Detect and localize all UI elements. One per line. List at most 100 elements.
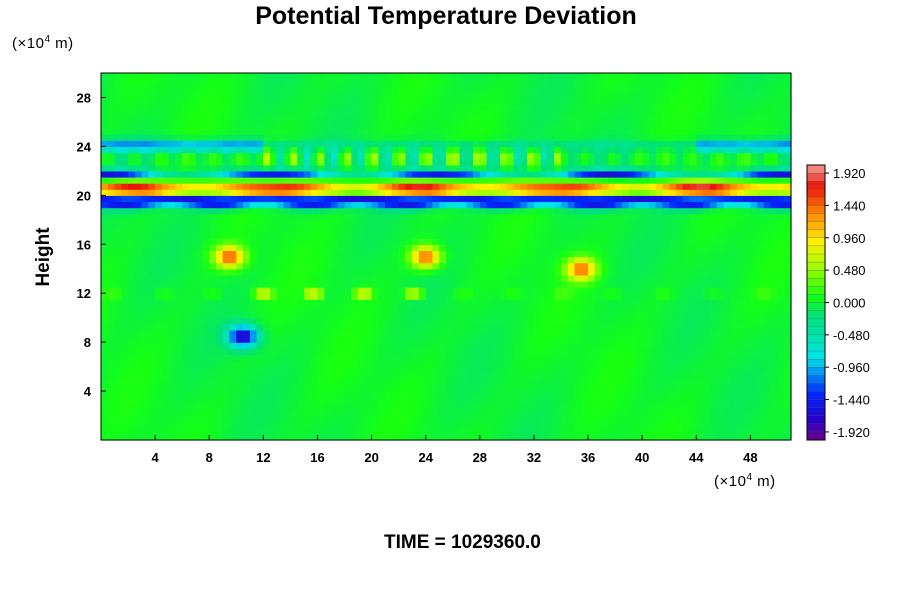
heatmap-cell bbox=[459, 256, 467, 264]
heatmap-cell bbox=[337, 366, 346, 374]
heatmap-cell bbox=[621, 384, 630, 392]
heatmap-cell bbox=[466, 201, 474, 209]
heatmap-cell bbox=[391, 146, 400, 154]
heatmap-cell bbox=[236, 354, 244, 362]
heatmap-cell bbox=[134, 219, 143, 227]
heatmap-cell bbox=[385, 152, 393, 160]
heatmap-cell bbox=[107, 189, 116, 196]
heatmap-cell bbox=[601, 244, 609, 251]
heatmap-cell bbox=[567, 140, 576, 147]
heatmap-cell bbox=[168, 372, 177, 380]
heatmap-cell bbox=[709, 201, 718, 209]
heatmap-cell bbox=[134, 397, 143, 404]
heatmap-cell bbox=[222, 189, 231, 196]
heatmap-cell bbox=[527, 409, 535, 417]
heatmap-cell bbox=[466, 336, 474, 343]
heatmap-cell bbox=[358, 152, 366, 160]
heatmap-cell bbox=[378, 415, 386, 423]
heatmap-cell bbox=[588, 140, 596, 147]
heatmap-cell bbox=[628, 329, 637, 337]
heatmap-cell bbox=[358, 280, 366, 288]
heatmap-cell bbox=[493, 140, 501, 147]
heatmap-cell bbox=[317, 360, 325, 368]
heatmap-cell bbox=[479, 225, 488, 233]
heatmap-cell bbox=[175, 287, 183, 294]
heatmap-cell bbox=[506, 170, 515, 178]
heatmap-cell bbox=[385, 207, 393, 215]
heatmap-cell bbox=[757, 225, 765, 233]
heatmap-cell bbox=[621, 354, 630, 362]
heatmap-cell bbox=[351, 183, 359, 190]
heatmap-cell bbox=[195, 274, 204, 282]
heatmap-cell bbox=[506, 287, 515, 294]
heatmap-cell bbox=[594, 262, 603, 270]
heatmap-cell bbox=[574, 348, 582, 355]
heatmap-cell bbox=[486, 305, 494, 313]
heatmap-cell bbox=[216, 384, 224, 392]
heatmap-cell bbox=[770, 415, 779, 423]
heatmap-cell bbox=[479, 293, 488, 300]
heatmap-cell bbox=[358, 336, 366, 343]
heatmap-cell bbox=[682, 189, 691, 196]
heatmap-cell bbox=[709, 323, 718, 331]
heatmap-cell bbox=[763, 427, 772, 435]
heatmap-cell bbox=[161, 409, 170, 417]
heatmap-cell bbox=[114, 336, 122, 343]
heatmap-cell bbox=[155, 421, 163, 429]
heatmap-cell bbox=[730, 293, 738, 300]
heatmap-cell bbox=[107, 342, 116, 349]
heatmap-cell bbox=[297, 323, 305, 331]
heatmap-cell bbox=[703, 201, 711, 209]
heatmap-cell bbox=[148, 225, 156, 233]
heatmap-cell bbox=[709, 183, 718, 190]
heatmap-cell bbox=[561, 256, 569, 264]
heatmap-cell bbox=[554, 366, 562, 374]
heatmap-cell bbox=[425, 213, 434, 221]
heatmap-cell bbox=[615, 244, 623, 251]
heatmap-cell bbox=[527, 262, 535, 270]
heatmap-cell bbox=[763, 140, 772, 147]
heatmap-cell bbox=[655, 158, 664, 166]
heatmap-cell bbox=[331, 274, 339, 282]
heatmap-cell bbox=[466, 250, 474, 258]
heatmap-cell bbox=[188, 348, 197, 355]
heatmap-cell bbox=[473, 305, 481, 313]
heatmap-cell bbox=[506, 397, 515, 404]
heatmap-cell bbox=[473, 158, 481, 166]
heatmap-cell bbox=[452, 183, 461, 190]
heatmap-cell bbox=[297, 299, 305, 307]
heatmap-cell bbox=[276, 238, 285, 245]
heatmap-cell bbox=[506, 336, 515, 343]
heatmap-cell bbox=[696, 342, 704, 349]
heatmap-cell bbox=[784, 287, 792, 294]
heatmap-cell bbox=[621, 299, 630, 307]
heatmap-cell bbox=[188, 262, 197, 270]
heatmap-cell bbox=[432, 268, 440, 276]
heatmap-cell bbox=[669, 189, 677, 196]
heatmap-cell bbox=[723, 305, 731, 313]
heatmap-cell bbox=[128, 250, 136, 258]
heatmap-cell bbox=[148, 397, 156, 404]
heatmap-cell bbox=[500, 170, 508, 178]
heatmap-cell bbox=[148, 262, 156, 270]
heatmap-cell bbox=[303, 262, 312, 270]
heatmap-cell bbox=[256, 219, 264, 227]
heatmap-cell bbox=[703, 409, 711, 417]
heatmap-cell bbox=[263, 183, 271, 190]
heatmap-cell bbox=[547, 391, 555, 398]
heatmap-cell bbox=[195, 219, 204, 227]
heatmap-cell bbox=[473, 183, 481, 190]
heatmap-cell bbox=[770, 360, 779, 368]
heatmap-cell bbox=[385, 238, 393, 245]
heatmap-cell bbox=[229, 268, 237, 276]
heatmap-cell bbox=[114, 360, 122, 368]
heatmap-cell bbox=[642, 415, 650, 423]
heatmap-cell bbox=[378, 336, 386, 343]
heatmap-cell bbox=[290, 360, 298, 368]
heatmap-cell bbox=[770, 293, 779, 300]
heatmap-cell bbox=[466, 421, 474, 429]
heatmap-cell bbox=[216, 164, 224, 172]
heatmap-cell bbox=[114, 305, 122, 313]
heatmap-cell bbox=[520, 305, 528, 313]
heatmap-cell bbox=[378, 366, 386, 374]
